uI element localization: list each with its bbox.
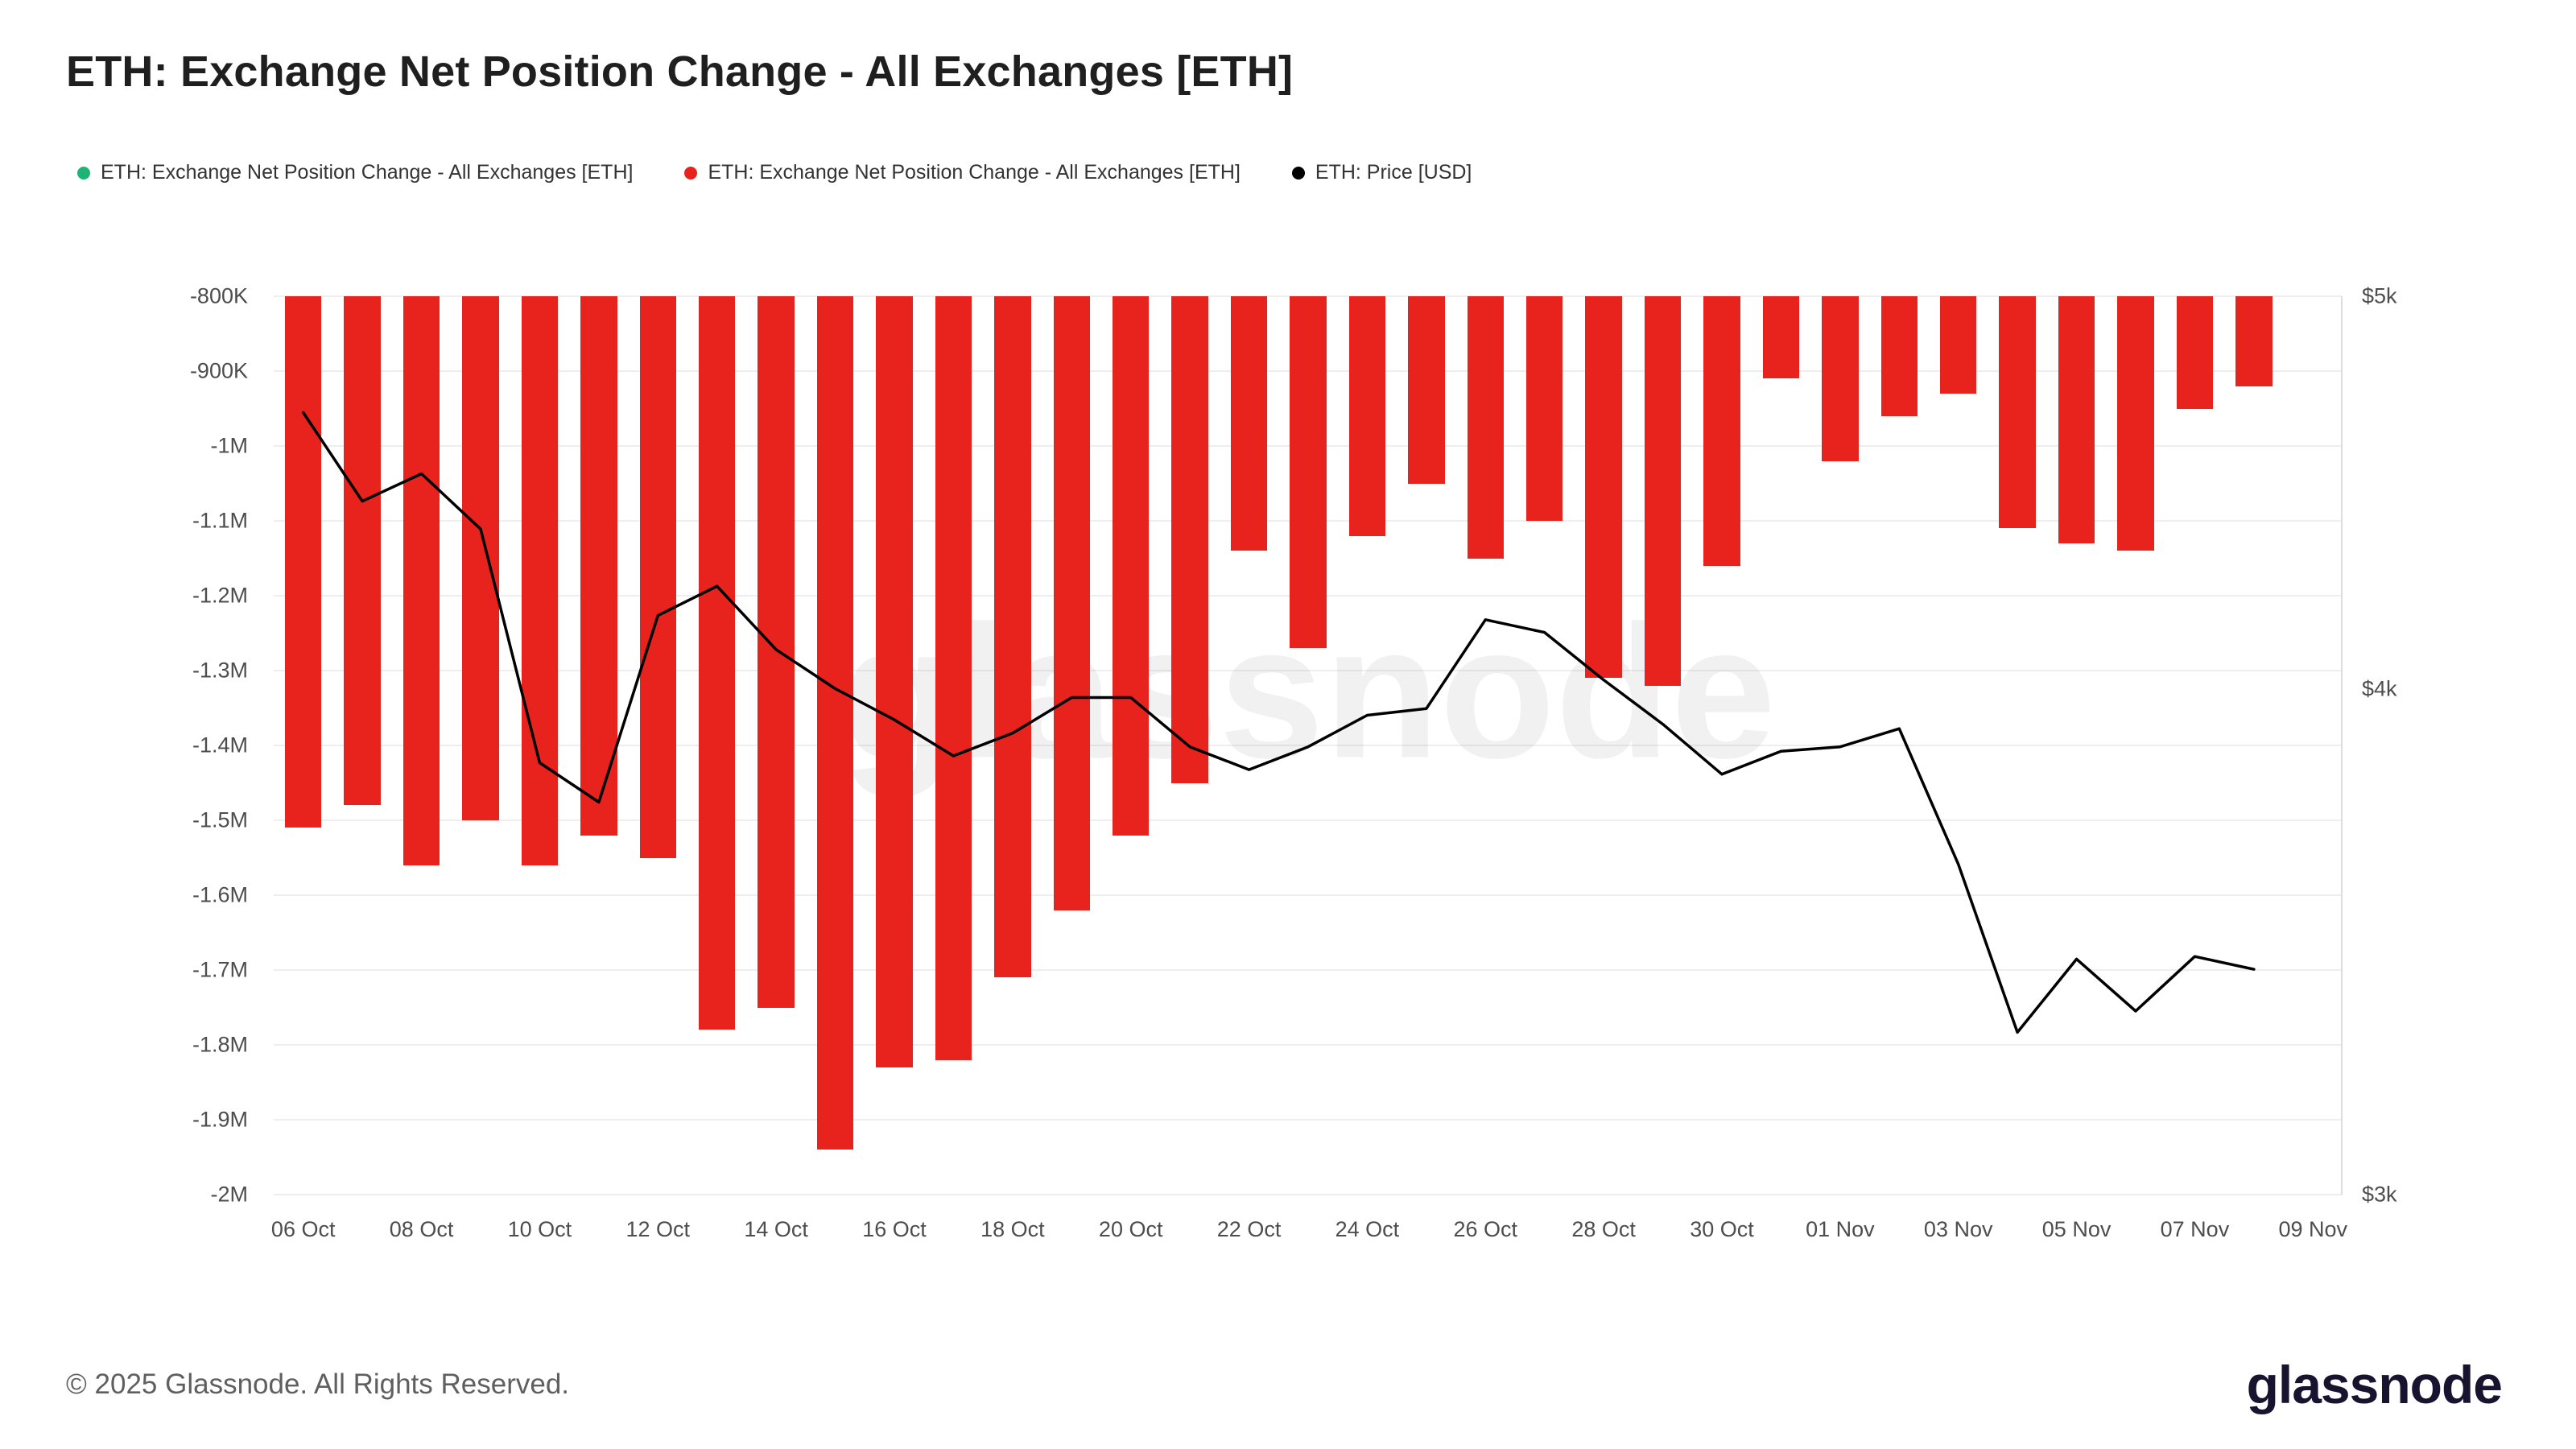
price-line [301,411,2256,1034]
gridline [274,969,2343,971]
y-axis-left-label: -1.4M [192,733,248,758]
gridline [274,1044,2343,1046]
x-axis-label: 18 Oct [980,1217,1045,1241]
net-position-bar [1408,296,1445,484]
y-axis-right-label: $3k [2362,1182,2397,1207]
x-axis-label: 09 Nov [2278,1217,2348,1241]
y-axis-left-label: -1.5M [192,807,248,832]
net-position-bar [2176,296,2214,409]
legend-label: ETH: Exchange Net Position Change - All … [708,161,1241,184]
x-axis-label: 07 Nov [2160,1217,2230,1241]
x-axis: 06 Oct 08 Oct 10 Oct 12 Oct 14 Oct 16 Oct 18 O… [270,1217,2347,1257]
y-axis-left-label: -2M [210,1182,249,1207]
legend-item-price[interactable]: ETH: Price [USD] [1291,161,1472,184]
x-axis-label: 30 Oct [1690,1217,1754,1241]
y-axis-right: $5k $4k $3k [2362,284,2523,1207]
net-position-bar [1762,296,1800,379]
copyright-text: © 2025 Glassnode. All Rights Reserved. [66,1368,570,1400]
x-axis-label: 24 Oct [1335,1217,1400,1241]
net-position-bar [816,296,854,1150]
legend-label: ETH: Price [USD] [1315,161,1472,184]
net-position-bar [2117,296,2154,551]
net-position-bar [580,296,617,836]
net-position-bar [1290,296,1327,649]
net-position-bar [994,296,1031,978]
x-axis-label: 22 Oct [1216,1217,1282,1241]
y-axis-right-label: $4k [2362,676,2397,700]
price-line-layer [301,411,2256,1034]
net-position-bar [698,296,736,1030]
x-axis-label: 14 Oct [744,1217,808,1241]
net-position-bar [1585,296,1622,679]
net-position-bar [758,296,795,1008]
y-axis-left-label: -800K [189,283,248,308]
y-axis-left-label: -1.8M [192,1032,248,1057]
x-axis-label: 28 Oct [1571,1217,1636,1241]
net-position-bar [402,296,440,865]
y-axis-left-label: -1.1M [192,508,248,533]
legend-item-net-position-green[interactable]: ETH: Exchange Net Position Change - All … [77,161,633,184]
black-series-dot-icon [1291,166,1305,180]
net-position-bar [1880,296,1918,416]
net-position-bar [1999,296,2036,529]
glassnode-logo[interactable]: glassnode [2246,1355,2503,1414]
net-position-bar [2058,296,2095,543]
y-axis-left-label: -1.2M [192,583,248,608]
legend-item-net-position-red[interactable]: ETH: Exchange Net Position Change - All … [684,161,1241,184]
chart-plot-area[interactable]: glassnode [274,295,2343,1195]
net-position-bar [1230,296,1268,551]
y-axis-left: -800K -900K -1M -1.1M -1.2M -1.3M -1.4M -1.5M -1… [64,284,249,1207]
x-axis-label: 26 Oct [1453,1217,1518,1241]
x-axis-label: 06 Oct [270,1217,336,1241]
x-axis-label: 05 Nov [2041,1217,2112,1241]
net-position-bar [1348,296,1386,536]
red-series-dot-icon [684,166,698,180]
gridline [274,670,2343,671]
net-position-bar [1644,296,1682,686]
x-axis-label: 10 Oct [507,1217,572,1241]
y-axis-left-label: -1.3M [192,658,248,683]
y-axis-left-label: -1.9M [192,1107,248,1132]
net-position-bar [639,296,677,858]
net-position-bar [1525,296,1563,521]
net-position-bar [1939,296,1977,394]
net-position-bar [1171,296,1208,783]
x-axis-label: 16 Oct [862,1217,927,1241]
y-axis-right-label: $5k [2362,283,2397,308]
x-axis-label: 03 Nov [1923,1217,1993,1241]
net-position-bar [284,296,322,828]
net-position-bar [935,296,972,1060]
y-axis-left-label: -1M [210,433,249,458]
gridline [274,1119,2343,1121]
net-position-bar [462,296,499,820]
net-position-bar [1053,296,1091,910]
net-position-bar [1112,296,1150,836]
gridline [274,819,2343,821]
legend-label: ETH: Exchange Net Position Change - All … [101,161,634,184]
net-position-bar [344,296,381,806]
net-position-bar [2235,296,2273,386]
net-position-bar [876,296,913,1067]
y-axis-left-label: -1.7M [192,957,248,982]
x-axis-label: 12 Oct [625,1217,691,1241]
right-axis-line [2341,296,2343,1195]
x-axis-label: 20 Oct [1098,1217,1163,1241]
y-axis-left-label: -1.6M [192,882,248,907]
legend: ETH: Exchange Net Position Change - All … [77,161,1472,184]
y-axis-left-label: -900K [189,358,248,383]
x-axis-label: 08 Oct [389,1217,454,1241]
gridline [274,1194,2343,1195]
green-series-dot-icon [77,166,90,180]
net-position-bar [1703,296,1740,566]
net-position-bar [1822,296,1859,461]
gridline [274,894,2343,896]
x-axis-label: 01 Nov [1806,1217,1875,1241]
chart-title: ETH: Exchange Net Position Change - All … [66,47,1294,96]
net-position-bar [1467,296,1505,559]
